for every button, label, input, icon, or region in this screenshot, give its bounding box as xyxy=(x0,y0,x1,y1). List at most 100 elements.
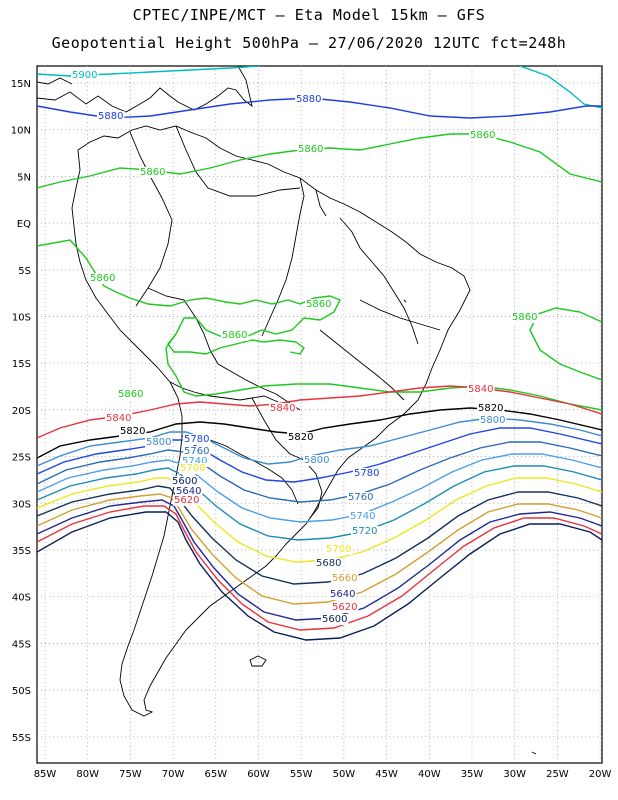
contour-label-background xyxy=(297,144,325,155)
contour-label: 5780 xyxy=(354,468,379,479)
contour-label-background xyxy=(353,468,381,479)
island-coast xyxy=(403,299,407,303)
contour-label-background xyxy=(305,299,333,310)
longitude-tick-label: 70W xyxy=(162,769,185,780)
contour-label-background xyxy=(175,486,203,497)
contour-label: 5860 xyxy=(298,144,323,155)
latitude-tick-label: 10N xyxy=(11,126,31,137)
island-coast xyxy=(531,751,537,755)
contour-label: 5800 xyxy=(304,455,329,466)
contour-label-background xyxy=(349,511,377,522)
contour-5860 xyxy=(165,333,602,411)
longitude-tick-label: 25W xyxy=(546,769,569,780)
contour-label: 5860 xyxy=(222,330,247,341)
contour-label-background xyxy=(269,403,297,414)
contour-label: 5860 xyxy=(306,299,331,310)
contour-5760 xyxy=(37,441,602,503)
border-guyana xyxy=(299,177,305,215)
border-brazil-states-1 xyxy=(339,217,419,345)
contour-label-background xyxy=(469,130,497,141)
latitude-tick-label: 30S xyxy=(12,499,31,510)
contour-label-background xyxy=(117,389,145,400)
contour-label: 5820 xyxy=(120,426,145,437)
contour-label: 5820 xyxy=(288,432,313,443)
longitude-tick-label: 50W xyxy=(333,769,356,780)
contour-label: 5800 xyxy=(146,437,171,448)
border-uruguay xyxy=(303,459,323,519)
contour-label: 5860 xyxy=(512,312,537,323)
contour-label-background xyxy=(321,614,349,625)
contour-5620 xyxy=(37,505,602,631)
contour-label-background xyxy=(181,456,209,467)
contour-label-background xyxy=(173,495,201,506)
contour-label-background xyxy=(183,446,211,457)
contour-label: 5640 xyxy=(330,589,355,600)
latitude-tick-label: 5S xyxy=(18,266,31,277)
latitude-ticks: 15N 10N 5N EQ 5S 10S 15S 20S 25S 30S 35S 40S 45S 50S 5… xyxy=(11,79,31,744)
latitude-tick-label: 20S xyxy=(12,406,31,417)
contour-label: 5600 xyxy=(322,614,347,625)
contour-label-background xyxy=(119,426,147,437)
border-brazil-states-4 xyxy=(319,329,405,401)
contour-label: 5860 xyxy=(118,389,143,400)
contour-5740 xyxy=(37,453,602,523)
latitude-tick-label: 15N xyxy=(11,79,31,90)
longitude-tick-label: 65W xyxy=(204,769,227,780)
contour-labels: 5900 5880 5880 5860 5860 5860 5860 5860 … xyxy=(71,70,539,625)
contour-label: 5880 xyxy=(98,111,123,122)
contour-label-background xyxy=(477,403,505,414)
contour-label: 5860 xyxy=(140,167,165,178)
contour-label-background xyxy=(331,573,359,584)
contour-label: 5660 xyxy=(332,573,357,584)
longitude-tick-label: 45W xyxy=(375,769,398,780)
border-suriname xyxy=(315,189,327,217)
contour-label-background xyxy=(329,589,357,600)
contour-label-background xyxy=(221,330,249,341)
border-peru-brazil-bolivia xyxy=(147,287,301,411)
central-america-coast xyxy=(37,66,253,113)
longitude-ticks: 85W 80W 75W 70W 65W 60W 55W 50W 45W 40W 35W 30W 25W 2… xyxy=(34,769,612,780)
contour-5780 xyxy=(37,427,602,483)
contour-label: 5840 xyxy=(468,384,493,395)
contour-label-background xyxy=(351,526,379,537)
latitude-tick-label: 15S xyxy=(12,359,31,370)
falklands-coast xyxy=(249,655,267,667)
contour-label-background xyxy=(105,413,133,424)
contour-label: 5620 xyxy=(174,495,199,506)
contour-label-background xyxy=(347,492,375,503)
contour-label-background xyxy=(183,434,211,445)
latitude-tick-label: 5N xyxy=(17,172,31,183)
contour-5680 xyxy=(37,485,602,585)
contour-label: 5880 xyxy=(296,94,321,105)
longitude-tick-label: 60W xyxy=(247,769,270,780)
longitude-tick-label: 20W xyxy=(589,769,612,780)
contour-label-background xyxy=(511,312,539,323)
contour-label: 5860 xyxy=(90,273,115,284)
latitude-tick-label: 55S xyxy=(12,733,31,744)
longitude-tick-label: 80W xyxy=(76,769,99,780)
latitude-tick-label: 45S xyxy=(12,639,31,650)
contour-label-background xyxy=(315,558,343,569)
contour-label: 5860 xyxy=(470,130,495,141)
border-venezuela-brazil xyxy=(175,125,301,197)
contour-label: 5800 xyxy=(480,415,505,426)
longitude-tick-label: 55W xyxy=(290,769,313,780)
latitude-tick-label: 50S xyxy=(12,686,31,697)
contour-label: 5740 xyxy=(182,456,207,467)
contour-5900 xyxy=(37,66,261,77)
border-colombia-peru xyxy=(129,131,173,307)
contour-5660 xyxy=(37,493,602,605)
contour-label-background xyxy=(171,476,199,487)
contour-label: 5740 xyxy=(350,511,375,522)
longitude-tick-label: 30W xyxy=(503,769,526,780)
latitude-tick-label: EQ xyxy=(17,219,31,230)
contour-label: 5840 xyxy=(106,413,131,424)
latitude-tick-label: 40S xyxy=(12,593,31,604)
longitude-tick-label: 35W xyxy=(461,769,484,780)
south-america-outline xyxy=(71,125,471,717)
contour-5600 xyxy=(37,511,602,641)
contour-label-background xyxy=(97,111,125,122)
contour-5640 xyxy=(37,499,602,621)
contour-label: 5760 xyxy=(348,492,373,503)
